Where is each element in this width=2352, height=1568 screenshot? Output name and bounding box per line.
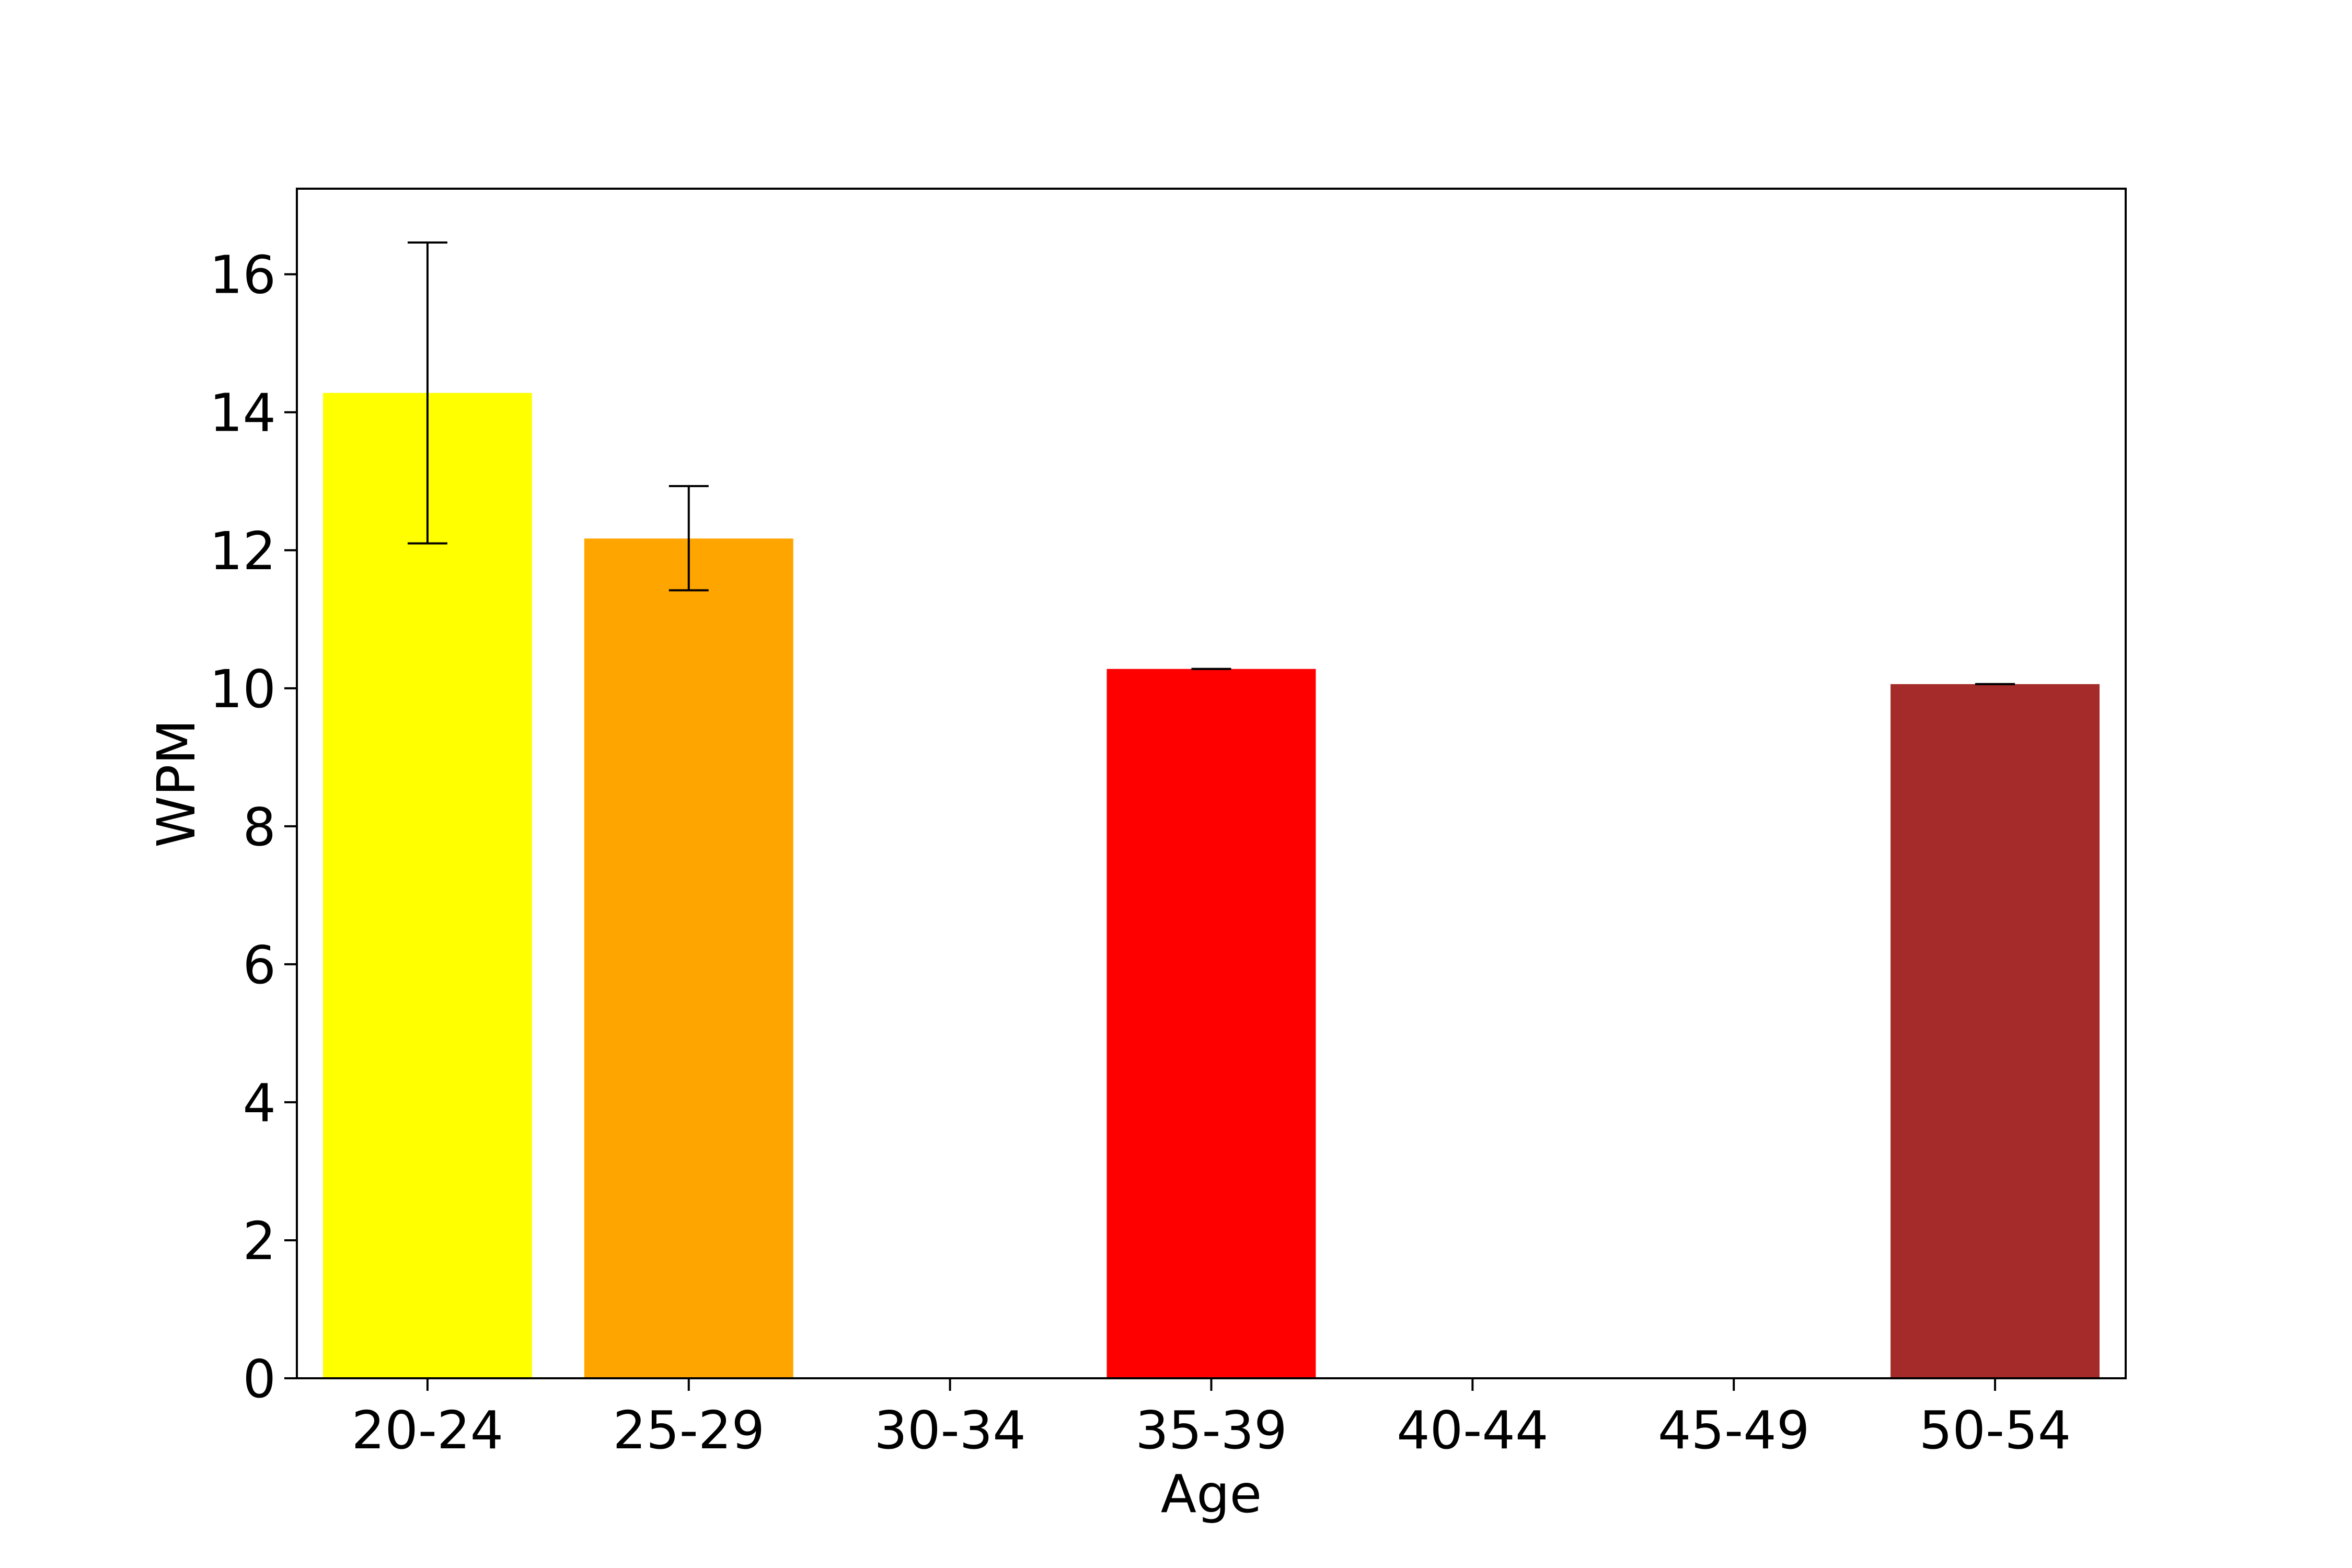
x-tick-label: 45-49 bbox=[1658, 1400, 1810, 1461]
y-tick-label: 14 bbox=[210, 383, 276, 444]
y-tick-label: 2 bbox=[243, 1210, 276, 1272]
x-tick-label: 35-39 bbox=[1135, 1400, 1287, 1461]
y-tick-label: 12 bbox=[210, 521, 276, 582]
x-tick-label: 25-29 bbox=[613, 1400, 765, 1461]
error-bar-25-29 bbox=[668, 485, 709, 592]
bar-50-54 bbox=[1890, 684, 2100, 1378]
y-tick-label: 0 bbox=[243, 1348, 276, 1410]
y-tick-label: 16 bbox=[210, 245, 276, 306]
x-tick-label: 20-24 bbox=[352, 1400, 504, 1461]
y-tick-label: 8 bbox=[243, 797, 276, 858]
error-bar-20-24 bbox=[407, 241, 447, 545]
bar-20-24 bbox=[322, 393, 532, 1379]
x-tick-label: 30-34 bbox=[874, 1400, 1026, 1461]
x-axis-ticks: 20-24 25-29 30-34 35-39 40-44 45-49 50-54 bbox=[352, 1378, 2071, 1461]
y-axis-ticks: 0 2 4 6 8 10 12 14 16 bbox=[210, 245, 297, 1410]
x-axis-title: Age bbox=[1161, 1463, 1262, 1525]
y-tick-label: 4 bbox=[243, 1073, 276, 1134]
y-tick-label: 6 bbox=[243, 935, 276, 996]
bars-layer bbox=[322, 393, 2100, 1379]
x-tick-label: 50-54 bbox=[1919, 1400, 2071, 1461]
bar-35-39 bbox=[1106, 668, 1316, 1378]
y-tick-label: 10 bbox=[210, 659, 276, 720]
y-axis-title: WPM bbox=[146, 719, 207, 847]
x-tick-label: 40-44 bbox=[1397, 1400, 1549, 1461]
error-bars-layer bbox=[407, 241, 2015, 685]
bar-25-29 bbox=[584, 538, 793, 1378]
